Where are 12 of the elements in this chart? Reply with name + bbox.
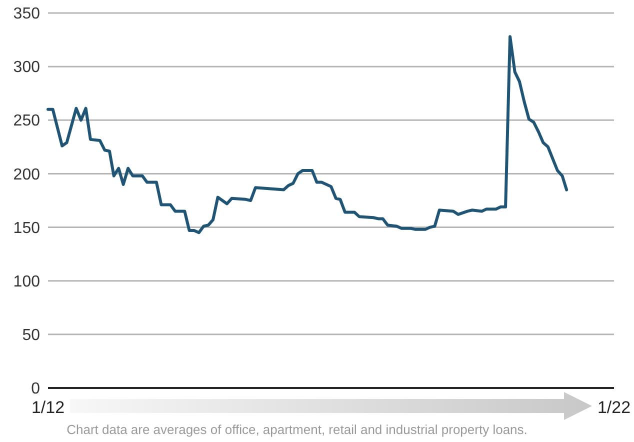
x-tick-label: 1/22: [597, 398, 631, 417]
y-tick-label: 350: [13, 6, 40, 23]
text: Chart data are averages of office, apartment, retail and industrial property loans.: [66, 422, 528, 437]
y-tick-label: 300: [13, 59, 40, 76]
y-tick-label: 200: [13, 166, 40, 184]
y-tick-label: 150: [13, 220, 40, 237]
y-tick-label: 50: [22, 327, 40, 344]
x-tick-label: 1/12: [31, 398, 65, 417]
y-tick-label: 0: [31, 380, 40, 398]
line-series: [46, 35, 568, 234]
y-tick-label: 250: [13, 112, 40, 130]
y-tick-label: 100: [13, 273, 40, 290]
